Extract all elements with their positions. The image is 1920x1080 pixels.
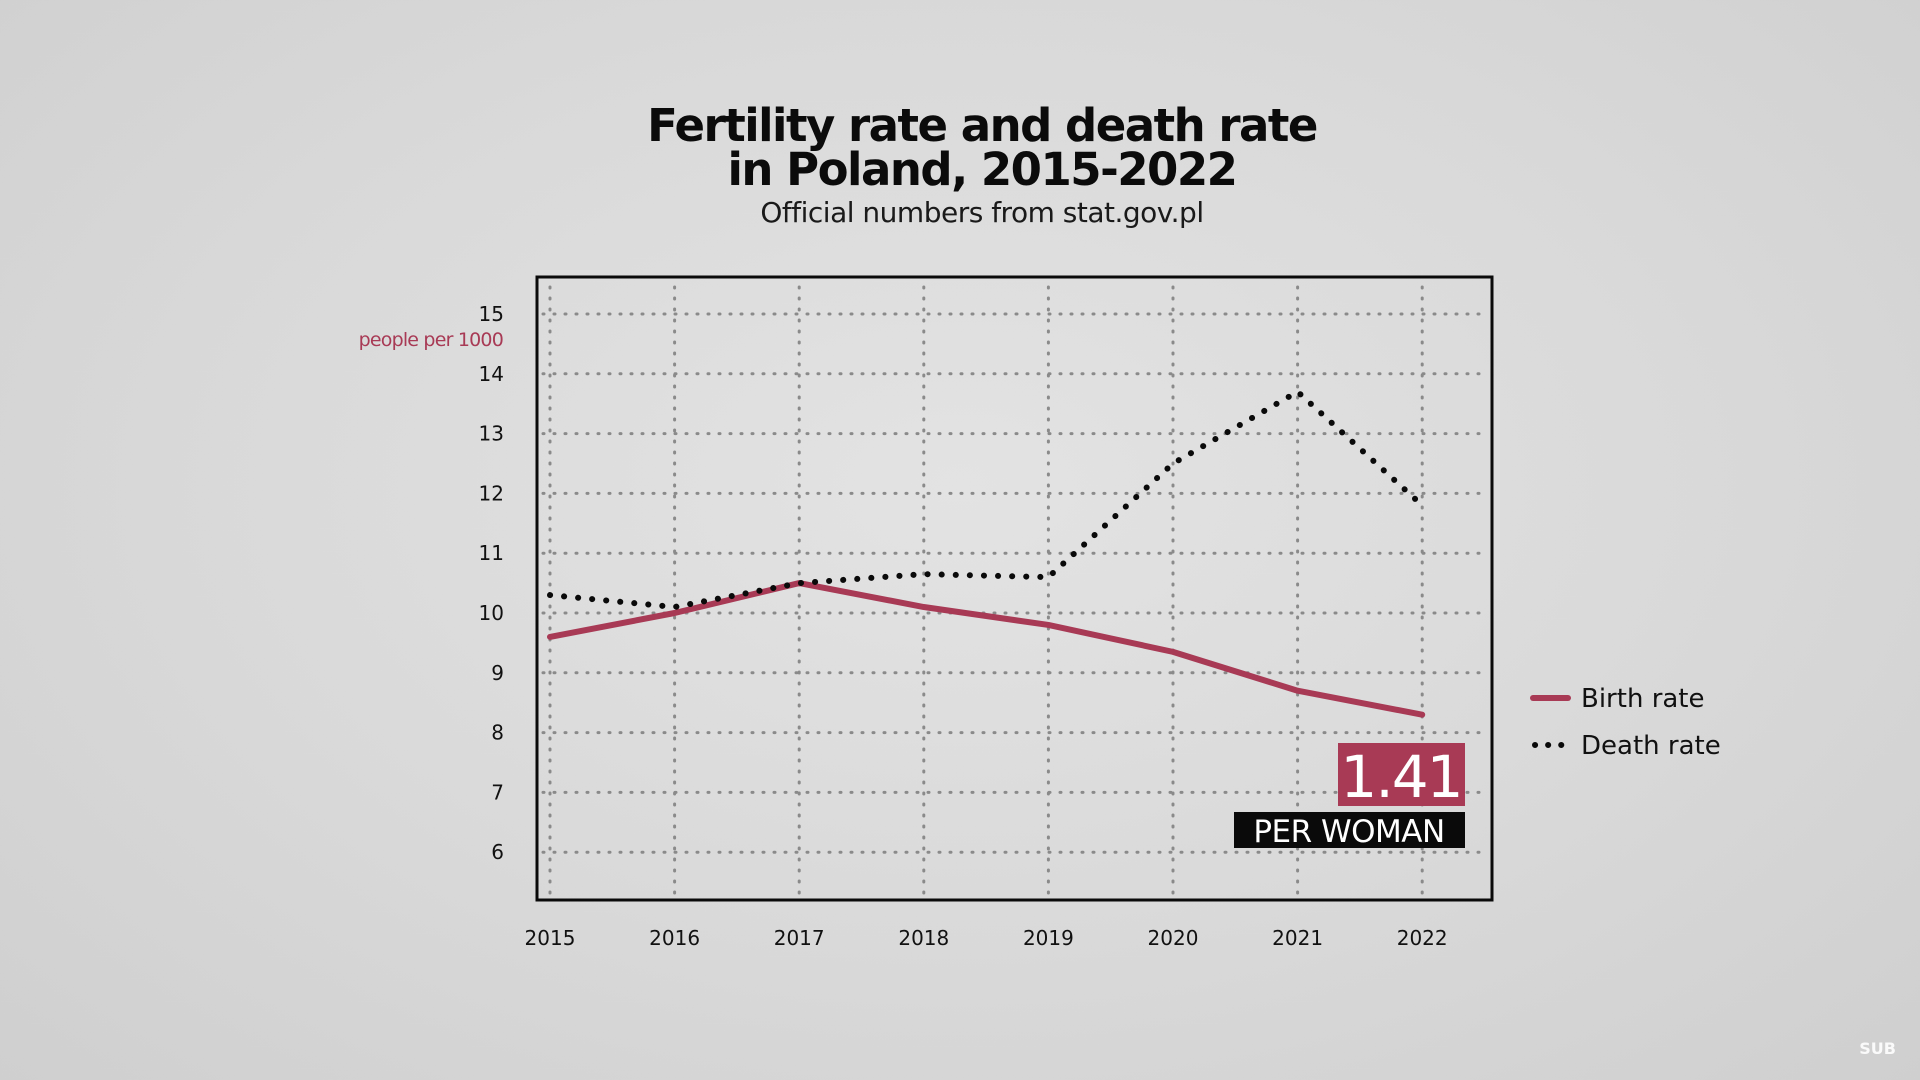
callout-value-box [1338, 743, 1465, 806]
x-tick-label: 2019 [1023, 926, 1074, 950]
x-tick-label: 2018 [898, 926, 949, 950]
callout-value: 1.41 [1340, 743, 1461, 811]
x-tick-label: 2016 [649, 926, 700, 950]
y-tick-label: 10 [479, 601, 504, 625]
y-tick-label: 11 [479, 541, 504, 565]
series-line-birth-rate [547, 580, 1426, 718]
x-tick-label: 2020 [1148, 926, 1199, 950]
y-tick-label: 9 [491, 661, 504, 685]
y-tick-label: 14 [479, 362, 504, 386]
x-tick-label: 2022 [1397, 926, 1448, 950]
chart-subtitle: Official numbers from stat.gov.pl [760, 196, 1204, 229]
y-tick-label: 12 [479, 481, 504, 505]
chart-title: Fertility rate and death rate in Poland,… [0, 99, 1920, 196]
channel-watermark: SUB [1859, 1039, 1896, 1058]
plot-frame [535, 275, 1494, 902]
y-tick-label: 8 [491, 721, 504, 745]
x-tick-label: 2021 [1272, 926, 1323, 950]
y-tick-label: 13 [479, 422, 504, 446]
y-tick-label: 15 [479, 302, 504, 326]
y-tick-label: 6 [491, 840, 504, 864]
callout-label: PER WOMAN [1253, 814, 1444, 850]
y-axis-label: people per 1000 [359, 329, 503, 351]
x-tick-label: 2015 [525, 926, 576, 950]
x-tick-label: 2017 [774, 926, 825, 950]
legend-label: Death rate [1581, 731, 1721, 761]
chart-title-line-2: in Poland, 2015-2022 [727, 143, 1239, 196]
series-line-death-rate [547, 388, 1426, 611]
legend-label: Birth rate [1581, 684, 1705, 714]
chart-title-line-1: Fertility rate and death rate [647, 99, 1318, 152]
y-tick-label: 7 [491, 780, 504, 804]
callout-label-box [1234, 812, 1465, 848]
